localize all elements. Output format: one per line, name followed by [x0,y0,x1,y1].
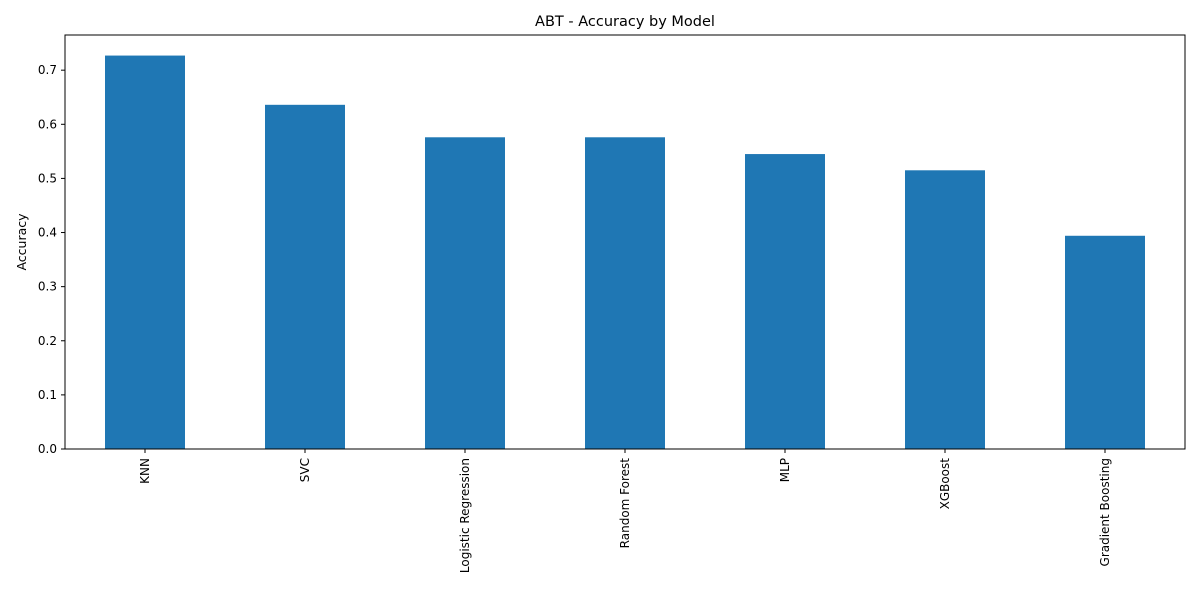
bar-xgboost [905,170,985,449]
bar-gradient-boosting [1065,235,1145,449]
bar-mlp [745,154,825,449]
y-tick-label: 0.1 [38,388,57,402]
chart-title: ABT - Accuracy by Model [535,14,715,30]
y-tick-label: 0.0 [38,442,57,456]
bars-group [105,55,1145,450]
y-tick-label: 0.6 [38,117,57,131]
bar-svc [265,104,345,449]
y-axis-ticks: 0.0 0.1 0.2 0.3 0.4 0.5 0.6 0.7 [38,63,65,456]
bar-logistic-regression [425,137,505,449]
x-axis-ticks: KNN SVC Logistic Regression Random Forest ML… [138,449,1112,573]
x-tick-label: XGBoost [938,458,952,510]
x-tick-label: Gradient Boosting [1098,458,1112,566]
y-axis-label: Accuracy [14,213,29,271]
x-tick-label: MLP [778,458,792,482]
bar-knn [105,55,185,450]
bar-random-forest [585,137,665,449]
x-tick-label: KNN [138,458,152,484]
y-tick-label: 0.5 [38,171,57,185]
y-tick-label: 0.3 [38,280,57,294]
y-tick-label: 0.7 [38,63,57,77]
x-tick-label: Random Forest [618,458,632,549]
y-tick-label: 0.4 [38,226,57,240]
x-tick-label: SVC [298,458,312,482]
plot-frame [64,34,1186,450]
x-tick-label: Logistic Regression [458,458,472,573]
y-tick-label: 0.2 [38,334,57,348]
